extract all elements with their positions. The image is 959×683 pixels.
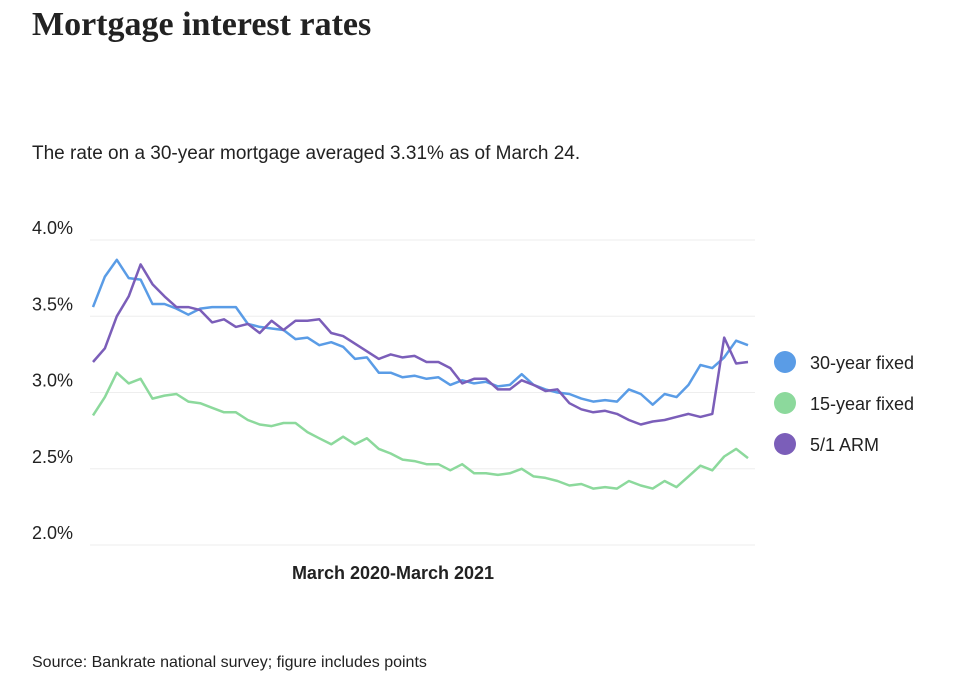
line-series: [92, 263, 749, 426]
y-tick-label: 3.5%: [32, 294, 73, 314]
legend-label: 15-year fixed: [810, 394, 914, 414]
legend-label: 5/1 ARM: [810, 435, 879, 455]
line-series: [91, 371, 749, 490]
source: Source: Bankrate national survey; figure…: [32, 654, 427, 671]
legend-marker: [774, 351, 796, 373]
y-tick-label: 3.0%: [32, 371, 73, 391]
chart-title: Mortgage interest rates: [32, 6, 371, 43]
legend-marker: [774, 392, 796, 414]
legend-label: 30-year fixed: [810, 353, 914, 373]
y-tick-label: 2.0%: [32, 523, 73, 543]
legend-marker: [774, 433, 796, 455]
y-tick-label: 2.5%: [32, 447, 73, 467]
chart-subtitle: The rate on a 30-year mortgage averaged …: [32, 143, 580, 164]
y-tick-label: 4.0%: [32, 218, 73, 238]
line-series: [91, 258, 749, 406]
x-axis-label: March 2020-March 2021: [292, 563, 494, 583]
